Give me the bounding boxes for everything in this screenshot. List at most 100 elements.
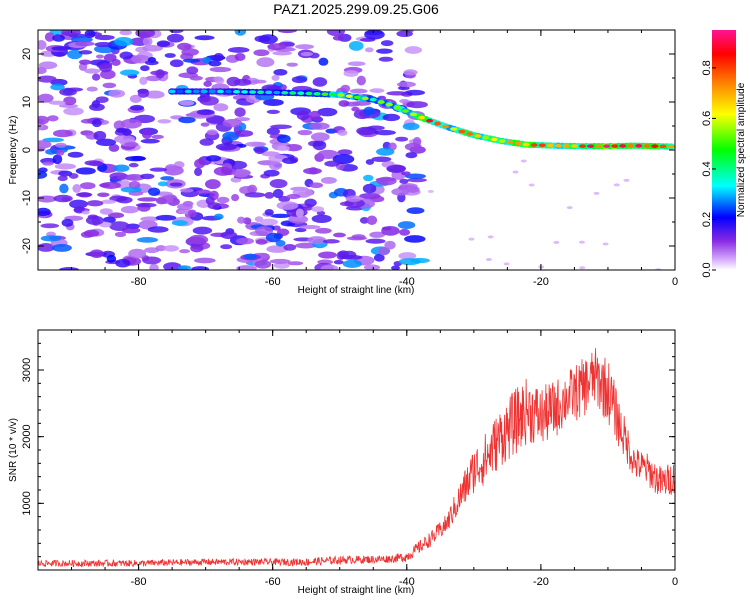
spectrogram-noise-cell: [337, 149, 353, 156]
spectrogram-noise-cell: [106, 254, 117, 263]
ridge-cell: [522, 142, 530, 147]
spectrogram-noise-cell: [100, 199, 116, 204]
spectrogram-noise-cell: [231, 193, 240, 202]
ridge-cell: [426, 118, 434, 123]
ridge-cell: [353, 95, 361, 100]
spectrogram-noise-cell: [397, 221, 416, 229]
spectrogram-noise-cell: [468, 237, 475, 241]
spectrogram-noise-cell: [365, 159, 375, 165]
spectrogram-noise-cell: [208, 60, 222, 67]
spectrogram-noise-cell: [142, 44, 163, 52]
spectrogram-noise-cell: [266, 109, 280, 115]
spectrogram-noise-cell: [69, 199, 88, 209]
ridge-cell: [393, 105, 401, 110]
spectrogram-noise-cell: [38, 195, 57, 203]
spectrogram-noise-cell: [304, 198, 317, 207]
spectrogram-noise-cell: [179, 188, 194, 193]
spectrogram-noise-cell: [142, 36, 153, 47]
ridge-cell: [249, 90, 257, 94]
spectrogram-x-axis: -80 -60 -40 -20 0: [37, 30, 678, 288]
spectrogram-noise-cell: [149, 263, 159, 270]
spectrogram-noise-cell: [192, 226, 213, 235]
ridge-cell: [273, 90, 281, 95]
spectrogram-noise-cell: [272, 225, 281, 231]
spectrogram-noise-cell: [38, 93, 54, 103]
spectrogram-noise-cell: [196, 109, 215, 116]
spectrogram-noise-cell: [191, 266, 210, 270]
spectrogram-noise-cell: [102, 82, 117, 89]
spectrogram-noise-cell: [391, 187, 410, 196]
spectrogram-noise-cell: [94, 34, 115, 41]
spectrogram-noise-cell: [38, 207, 51, 217]
spectrogram-noise-cell: [38, 40, 47, 50]
spectrogram-noise-cell: [269, 178, 288, 189]
spectrogram-noise-cell: [67, 151, 84, 158]
spectrogram-noise-cell: [114, 231, 127, 237]
spectrogram-noise-cell: [404, 89, 425, 96]
ridge-cell: [514, 141, 522, 146]
ridge-cell: [578, 144, 586, 148]
spectrogram-noise-cell: [311, 206, 325, 213]
spectrogram-noise-cell: [135, 202, 157, 208]
ridge-cell: [377, 100, 385, 104]
spectrogram-noise-cell: [169, 182, 183, 187]
spectrogram-noise-cell: [332, 35, 345, 41]
spectrogram-noise-cell: [84, 68, 101, 74]
ridge-cell: [257, 90, 265, 94]
spectrogram-noise-cell: [60, 30, 81, 37]
ridge-cell: [482, 135, 490, 140]
spectrogram-noise-cell: [277, 30, 298, 34]
spectrogram-noise-cell: [67, 49, 83, 60]
spectrogram-y-axis: -20 -10 0 10 20: [21, 29, 675, 271]
spectrogram-noise-cell: [337, 129, 348, 136]
ridge-cell: [305, 91, 313, 96]
spectrogram-noise-cell: [45, 148, 58, 155]
spectrogram-noise-cell: [391, 265, 401, 270]
spectrogram-noise-cell: [44, 32, 55, 42]
spectrogram-noise-cell: [267, 43, 287, 51]
spectrogram-noise-cell: [131, 54, 151, 64]
spectrogram-noise-cell: [512, 170, 519, 174]
colorbar-tick-label: 0.6: [701, 111, 713, 126]
spectrogram-noise-cell: [404, 173, 426, 179]
spectrogram-noise-cell: [234, 107, 246, 118]
spectrogram-noise-cell: [38, 140, 52, 149]
spectrogram-noise-cell: [120, 118, 142, 129]
colorbar-tick-label: 0.8: [701, 60, 713, 75]
spectrogram-noise-cell: [38, 61, 58, 70]
spectrogram-noise-cell: [156, 40, 171, 47]
spectrogram-noise-cell: [189, 75, 203, 81]
spectrogram-noise-cell: [40, 223, 60, 229]
spectrogram-noise-cell: [318, 57, 329, 66]
spectrogram-x-axis-title: Height of straight line (km): [298, 285, 415, 296]
spectrogram-noise-cell: [61, 218, 74, 227]
ridge-cell: [538, 143, 546, 148]
ridge-cell: [369, 97, 377, 102]
spectrogram-noise-cell: [47, 115, 59, 122]
spectrogram-noise-cell: [399, 99, 410, 104]
chart-title: PAZ1.2025.299.09.25.G06: [273, 1, 439, 17]
spectrogram-noise-cell: [55, 142, 67, 148]
spectrogram-noise-cell: [295, 208, 304, 218]
spectrogram-noise-cell: [48, 100, 66, 105]
spectrogram-noise-cell: [317, 149, 339, 160]
spectrogram-noise-cell: [253, 49, 270, 57]
spectrogram-noise-cell: [234, 30, 247, 36]
spectrogram-noise-cell: [195, 189, 211, 195]
spectrogram-noise-cell: [363, 264, 381, 270]
spectrogram-noise-cell: [194, 257, 216, 264]
spectrogram-noise-cell: [116, 196, 133, 204]
spectrogram-noise-cell: [207, 202, 221, 210]
spectrogram-noise-cell: [155, 197, 168, 205]
spectrogram-noise-cell: [359, 217, 369, 224]
spectrogram-noise-cell: [243, 253, 258, 260]
ridge-cell: [329, 92, 337, 97]
spectrogram-noise-cell: [404, 46, 423, 54]
spectrogram-noise-cell: [256, 57, 275, 68]
spectrogram-noise-cell: [427, 189, 434, 193]
snr-xtick-label: -60: [265, 576, 281, 588]
colorbar-tick-label: 0.0: [701, 262, 713, 277]
spectrogram-noise-cell: [272, 50, 293, 56]
snr-x-axis-title: Height of straight line (km): [298, 585, 415, 596]
spectrogram-noise-cell: [91, 118, 102, 128]
